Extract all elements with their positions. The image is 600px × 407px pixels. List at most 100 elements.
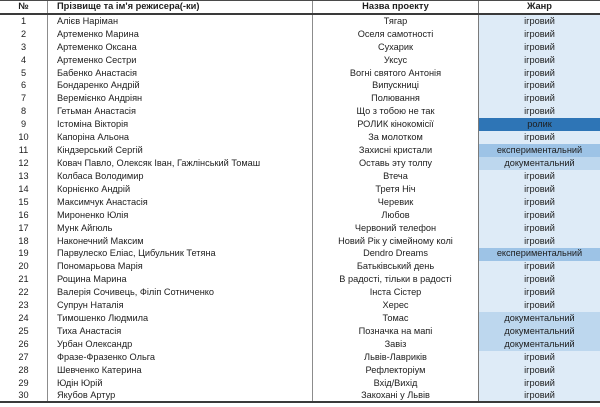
row-number-cell: 20 [18,261,29,272]
genre-cell: ролик [478,118,600,132]
table-row: 24 Тимошенко Людмила Томас документальни… [0,312,600,326]
director-cell: Кіндзерський Сергій [47,144,312,158]
director-cell: Артеменко Сестри [47,53,312,67]
director-cell: Артеменко Оксана [47,40,312,54]
row-number-cell: 21 [18,274,29,285]
genre-cell: ігровий [478,131,600,145]
row-number-cell: 14 [18,183,29,194]
director-cell: Фразе-Фразенко Ольга [47,350,312,364]
row-number-cell: 23 [18,300,29,311]
genre-cell: документальний [478,325,600,339]
genre-cell: ігровий [478,195,600,209]
row-number-cell: 8 [20,106,27,117]
genre-cell: ігровий [478,182,600,196]
row-number-cell: 26 [18,338,29,349]
director-cell: Бондаренко Андрій [47,79,312,93]
project-cell: Випускниці [312,79,478,93]
row-number-cell: 28 [18,364,29,375]
row-number-cell: 25 [18,325,29,336]
row-number-cell: 3 [20,41,27,52]
row-number-cell: 24 [18,313,29,324]
project-cell: Томас [312,312,478,326]
director-cell: Урбан Олександр [47,338,312,351]
genre-cell: ігровий [478,66,600,80]
director-cell: Колбаса Володимир [47,170,312,183]
table-row: 20 Пономарьова Марія Батьківський день і… [0,260,600,274]
table-row: 8 Гетьман Анастасія Що з тобою не так іг… [0,105,600,119]
project-cell: Новий Рік у сімейному колі [312,234,478,248]
row-number-cell: 30 [18,389,29,400]
row-number-cell: 18 [18,235,29,246]
director-cell: Наконечний Максим [47,234,312,248]
project-cell: Оставь эту толпу [312,157,478,171]
project-cell: Батьківський день [312,260,478,274]
project-cell: Сухарик [312,40,478,54]
director-cell: Бабенко Анастасія [47,66,312,80]
table-row: 1 Алієв Наріман Тягар ігровий [0,15,600,28]
director-cell: Шевченко Катерина [47,363,312,377]
project-cell: Рефлекторіум [312,363,478,377]
director-cell: Мунк Айгюль [47,221,312,235]
genre-cell: документальний [478,338,600,351]
director-cell: Тимошенко Людмила [47,312,312,326]
table-row: 29 Юдін Юрій Вхід/Вихід ігровий [0,376,600,390]
row-number-cell: 7 [20,93,27,104]
project-cell: Третя Ніч [312,182,478,196]
project-cell: Вогні святого Антонія [312,66,478,80]
director-cell: Гетьман Анастасія [47,105,312,119]
genre-cell: експериментальний [478,144,600,158]
table-row: 5 Бабенко Анастасія Вогні святого Антоні… [0,66,600,80]
genre-cell: ігровий [478,286,600,300]
project-cell: Закохані у Львів [312,389,478,401]
genre-cell: ігровий [478,79,600,93]
director-cell: Ковач Павло, Олексяк Іван, Гажлінський Т… [47,157,312,171]
row-number-cell: 12 [18,158,29,168]
table-row: 28 Шевченко Катерина Рефлекторіум ігрови… [0,363,600,377]
table-row: 22 Валерія Сочивець, Філіп Сотниченко Ін… [0,286,600,300]
row-number-cell: 22 [18,287,29,298]
row-number-cell: 1 [20,15,27,26]
director-cell: Юдін Юрій [47,376,312,390]
row-number-cell: 17 [18,222,29,233]
director-cell: Рощина Марина [47,273,312,287]
project-cell: Що з тобою не так [312,105,478,119]
project-cell: РОЛИК кінокомісії [312,118,478,132]
project-cell: Полювання [312,92,478,106]
genre-cell: ігровий [478,40,600,54]
table-row: 6 Бондаренко Андрій Випускниці ігровий [0,79,600,93]
project-cell: Вхід/Вихід [312,376,478,390]
project-cell: В радості, тільки в радості [312,273,478,287]
table-row: 11 Кіндзерський Сергій Захисні кристали … [0,144,600,158]
table-row: 21 Рощина Марина В радості, тільки в рад… [0,273,600,287]
director-cell: Максимчук Анастасія [47,195,312,209]
table-row: 23 Супрун Наталія Херес ігровий [0,299,600,313]
genre-cell: ігровий [478,234,600,248]
director-cell: Парвулеско Еліас, Цибульник Тетяна [47,247,312,261]
column-header-genre: Жанр [478,1,600,13]
genre-cell: ігровий [478,170,600,183]
director-cell: Артеменко Марина [47,27,312,41]
project-cell: Захисні кристали [312,144,478,158]
genre-cell: ігровий [478,350,600,364]
genre-cell: ігровий [478,273,600,287]
row-number-cell: 10 [18,132,29,143]
column-header-number: № [0,1,47,13]
project-cell: Завіз [312,338,478,351]
director-cell: Капоріна Альона [47,131,312,145]
row-number-cell: 5 [20,67,27,78]
table-row: 19 Парвулеско Еліас, Цибульник Тетяна De… [0,247,600,261]
genre-cell: ігровий [478,53,600,67]
table-row: 15 Максимчук Анастасія Черевик ігровий [0,195,600,209]
project-cell: За молотком [312,131,478,145]
table-row: 10 Капоріна Альона За молотком ігровий [0,131,600,145]
column-header-project: Назва проекту [312,1,478,13]
table-row: 17 Мунк Айгюль Червоний телефон ігровий [0,221,600,235]
genre-cell: документальний [478,157,600,171]
genre-cell: ігровий [478,221,600,235]
row-number-cell: 4 [20,54,27,65]
table-row: 27 Фразе-Фразенко Ольга Львів-Лавриків і… [0,350,600,364]
project-cell: Львів-Лавриків [312,350,478,364]
row-number-cell: 9 [20,119,27,130]
project-cell: Червоний телефон [312,221,478,235]
